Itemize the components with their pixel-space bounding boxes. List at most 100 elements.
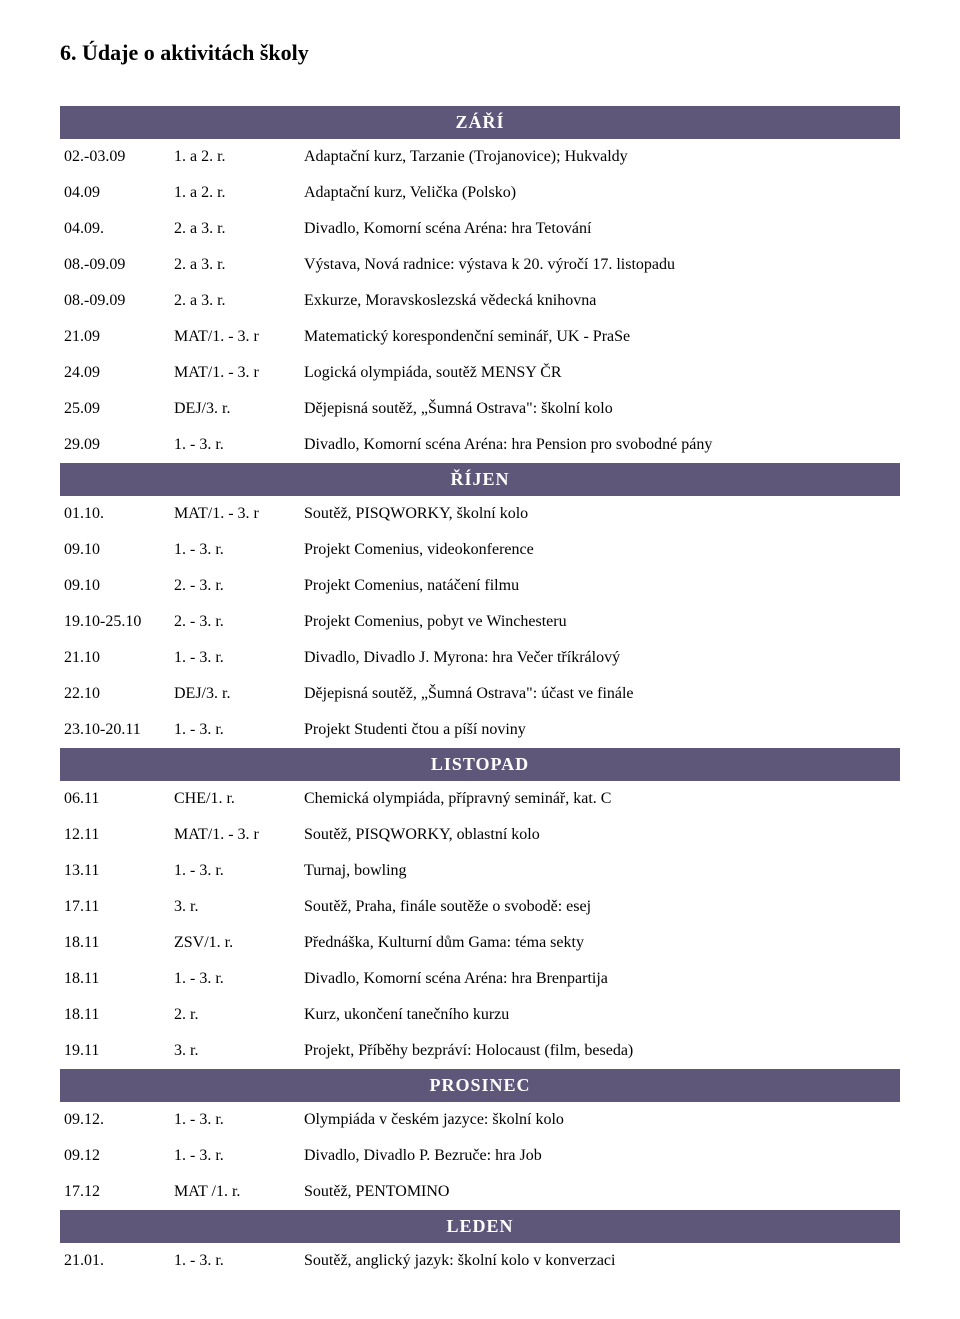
row-class: 1. - 3. r.	[170, 640, 300, 676]
row-date: 22.10	[60, 676, 170, 712]
row-date: 06.11	[60, 781, 170, 817]
row-date: 18.11	[60, 997, 170, 1033]
month-name: LEDEN	[60, 1210, 900, 1243]
month-header: ZÁŘÍ	[60, 106, 900, 139]
row-class: 1. - 3. r.	[170, 961, 300, 997]
row-date: 17.12	[60, 1174, 170, 1210]
section-title: 6. Údaje o aktivitách školy	[60, 40, 900, 66]
row-date: 19.10-25.10	[60, 604, 170, 640]
table-row: 29.091. - 3. r.Divadlo, Komorní scéna Ar…	[60, 427, 900, 463]
table-row: 17.113. r.Soutěž, Praha, finále soutěže …	[60, 889, 900, 925]
row-desc: Dějepisná soutěž, „Šumná Ostrava": školn…	[300, 391, 900, 427]
row-class: 3. r.	[170, 1033, 300, 1069]
row-desc: Divadlo, Komorní scéna Aréna: hra Tetová…	[300, 211, 900, 247]
row-class: 2. a 3. r.	[170, 211, 300, 247]
row-desc: Divadlo, Komorní scéna Aréna: hra Pensio…	[300, 427, 900, 463]
table-row: 04.091. a 2. r.Adaptační kurz, Velička (…	[60, 175, 900, 211]
row-class: DEJ/3. r.	[170, 391, 300, 427]
row-desc: Matematický korespondenční seminář, UK -…	[300, 319, 900, 355]
row-class: 1. - 3. r.	[170, 1243, 300, 1279]
table-row: 17.12MAT /1. r.Soutěž, PENTOMINO	[60, 1174, 900, 1210]
row-desc: Soutěž, Praha, finále soutěže o svobodě:…	[300, 889, 900, 925]
row-date: 29.09	[60, 427, 170, 463]
table-row: 21.01.1. - 3. r.Soutěž, anglický jazyk: …	[60, 1243, 900, 1279]
row-desc: Projekt Comenius, natáčení filmu	[300, 568, 900, 604]
row-desc: Kurz, ukončení tanečního kurzu	[300, 997, 900, 1033]
row-class: MAT/1. - 3. r	[170, 817, 300, 853]
month-header: LEDEN	[60, 1210, 900, 1243]
row-desc: Soutěž, PISQWORKY, školní kolo	[300, 496, 900, 532]
row-date: 09.10	[60, 568, 170, 604]
row-class: ZSV/1. r.	[170, 925, 300, 961]
row-date: 25.09	[60, 391, 170, 427]
row-class: 2. - 3. r.	[170, 604, 300, 640]
row-desc: Projekt Studenti čtou a píší noviny	[300, 712, 900, 748]
table-row: 06.11CHE/1. r.Chemická olympiáda, přípra…	[60, 781, 900, 817]
row-class: MAT/1. - 3. r	[170, 319, 300, 355]
table-row: 02.-03.091. a 2. r.Adaptační kurz, Tarza…	[60, 139, 900, 175]
row-date: 02.-03.09	[60, 139, 170, 175]
table-row: 09.102. - 3. r.Projekt Comenius, natáčen…	[60, 568, 900, 604]
row-desc: Projekt Comenius, pobyt ve Winchesteru	[300, 604, 900, 640]
row-class: 1. - 3. r.	[170, 712, 300, 748]
row-class: MAT /1. r.	[170, 1174, 300, 1210]
month-header: LISTOPAD	[60, 748, 900, 781]
table-row: 18.111. - 3. r.Divadlo, Komorní scéna Ar…	[60, 961, 900, 997]
table-row: 24.09MAT/1. - 3. rLogická olympiáda, sou…	[60, 355, 900, 391]
table-row: 21.101. - 3. r.Divadlo, Divadlo J. Myron…	[60, 640, 900, 676]
row-desc: Exkurze, Moravskoslezská vědecká knihovn…	[300, 283, 900, 319]
row-date: 17.11	[60, 889, 170, 925]
month-header: PROSINEC	[60, 1069, 900, 1102]
row-date: 04.09.	[60, 211, 170, 247]
row-desc: Turnaj, bowling	[300, 853, 900, 889]
month-name: ZÁŘÍ	[60, 106, 900, 139]
row-desc: Chemická olympiáda, přípravný seminář, k…	[300, 781, 900, 817]
row-desc: Olympiáda v českém jazyce: školní kolo	[300, 1102, 900, 1138]
row-class: 1. - 3. r.	[170, 1138, 300, 1174]
row-class: 2. r.	[170, 997, 300, 1033]
table-row: 25.09DEJ/3. r.Dějepisná soutěž, „Šumná O…	[60, 391, 900, 427]
row-date: 18.11	[60, 925, 170, 961]
row-date: 19.11	[60, 1033, 170, 1069]
row-class: 2. a 3. r.	[170, 247, 300, 283]
month-name: ŘÍJEN	[60, 463, 900, 496]
row-desc: Divadlo, Divadlo P. Bezruče: hra Job	[300, 1138, 900, 1174]
row-date: 04.09	[60, 175, 170, 211]
row-desc: Projekt, Příběhy bezpráví: Holocaust (fi…	[300, 1033, 900, 1069]
table-row: 09.12.1. - 3. r.Olympiáda v českém jazyc…	[60, 1102, 900, 1138]
row-date: 08.-09.09	[60, 247, 170, 283]
row-date: 08.-09.09	[60, 283, 170, 319]
row-date: 18.11	[60, 961, 170, 997]
table-row: 09.101. - 3. r.Projekt Comenius, videoko…	[60, 532, 900, 568]
table-row: 23.10-20.111. - 3. r.Projekt Studenti čt…	[60, 712, 900, 748]
row-desc: Výstava, Nová radnice: výstava k 20. výr…	[300, 247, 900, 283]
row-class: 1. - 3. r.	[170, 1102, 300, 1138]
table-row: 01.10.MAT/1. - 3. rSoutěž, PISQWORKY, šk…	[60, 496, 900, 532]
activities-table: ZÁŘÍ02.-03.091. a 2. r.Adaptační kurz, T…	[60, 106, 900, 1279]
row-desc: Projekt Comenius, videokonference	[300, 532, 900, 568]
row-desc: Soutěž, PISQWORKY, oblastní kolo	[300, 817, 900, 853]
row-desc: Přednáška, Kulturní dům Gama: téma sekty	[300, 925, 900, 961]
row-class: 1. - 3. r.	[170, 427, 300, 463]
row-date: 01.10.	[60, 496, 170, 532]
table-row: 21.09MAT/1. - 3. rMatematický koresponde…	[60, 319, 900, 355]
row-date: 21.01.	[60, 1243, 170, 1279]
row-class: MAT/1. - 3. r	[170, 355, 300, 391]
table-row: 19.10-25.102. - 3. r.Projekt Comenius, p…	[60, 604, 900, 640]
table-row: 09.121. - 3. r.Divadlo, Divadlo P. Bezru…	[60, 1138, 900, 1174]
row-class: 1. - 3. r.	[170, 853, 300, 889]
month-name: LISTOPAD	[60, 748, 900, 781]
row-desc: Adaptační kurz, Velička (Polsko)	[300, 175, 900, 211]
table-row: 22.10DEJ/3. r.Dějepisná soutěž, „Šumná O…	[60, 676, 900, 712]
row-desc: Soutěž, anglický jazyk: školní kolo v ko…	[300, 1243, 900, 1279]
row-class: 3. r.	[170, 889, 300, 925]
row-desc: Divadlo, Komorní scéna Aréna: hra Brenpa…	[300, 961, 900, 997]
row-desc: Soutěž, PENTOMINO	[300, 1174, 900, 1210]
row-desc: Dějepisná soutěž, „Šumná Ostrava": účast…	[300, 676, 900, 712]
table-row: 08.-09.092. a 3. r.Výstava, Nová radnice…	[60, 247, 900, 283]
table-row: 19.113. r.Projekt, Příběhy bezpráví: Hol…	[60, 1033, 900, 1069]
table-row: 18.112. r.Kurz, ukončení tanečního kurzu	[60, 997, 900, 1033]
row-class: MAT/1. - 3. r	[170, 496, 300, 532]
row-date: 09.12.	[60, 1102, 170, 1138]
row-desc: Logická olympiáda, soutěž MENSY ČR	[300, 355, 900, 391]
